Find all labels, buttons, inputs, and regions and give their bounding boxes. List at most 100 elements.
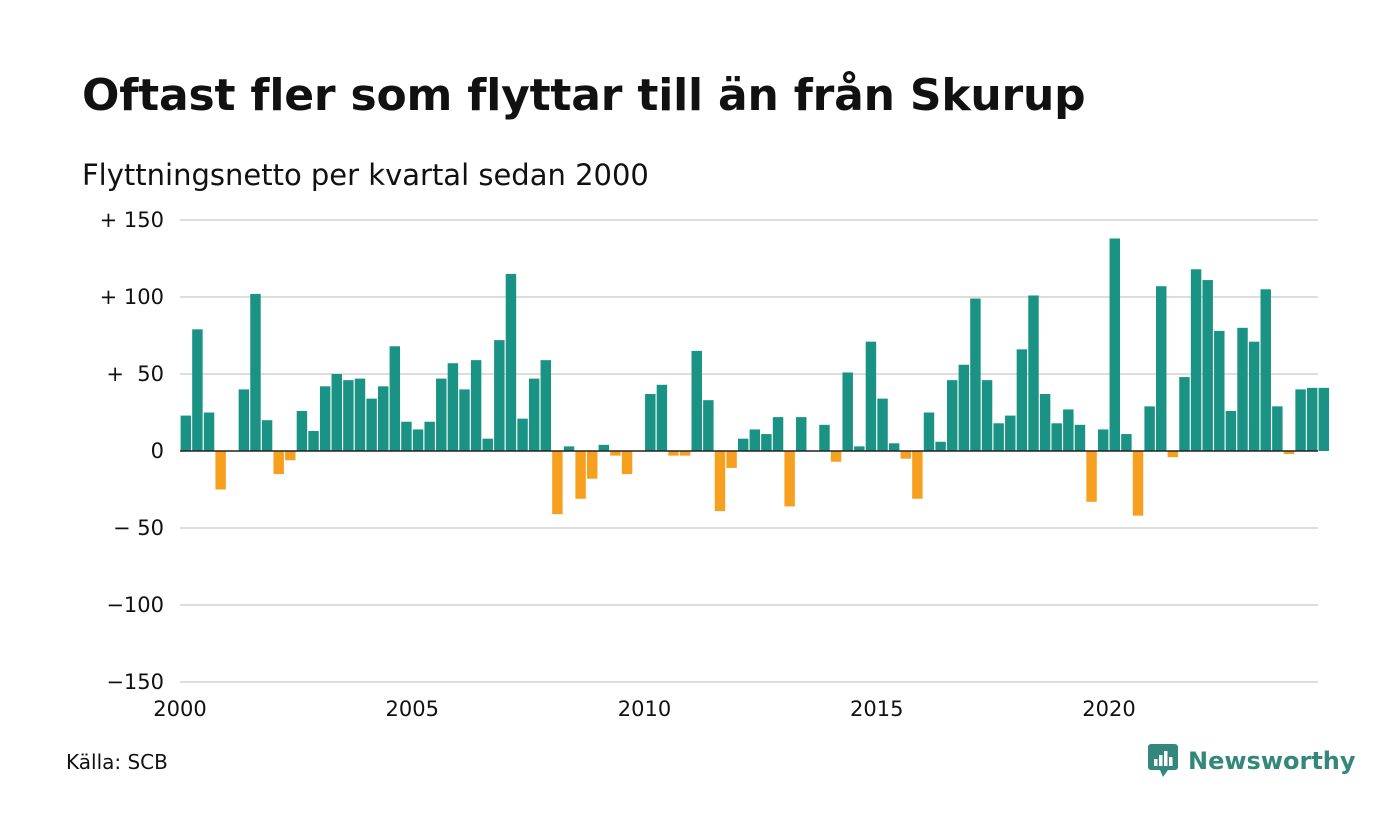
bar	[749, 429, 761, 451]
x-tick-label: 2000	[153, 697, 206, 721]
bar	[1318, 387, 1330, 451]
y-tick-label: + 100	[100, 285, 164, 309]
bar	[285, 451, 296, 461]
x-tick-label: 2020	[1082, 697, 1135, 721]
bar	[598, 444, 610, 451]
bar	[830, 451, 842, 462]
bar	[517, 418, 528, 451]
bar	[1272, 406, 1283, 451]
bar	[935, 441, 946, 451]
bar	[796, 417, 807, 451]
y-axis-labels: + 150 + 100 + 50 0 − 50 −100 −150	[100, 208, 164, 694]
bar	[447, 363, 459, 451]
bar	[656, 384, 668, 451]
bar	[877, 398, 888, 451]
bar	[482, 438, 493, 451]
bar	[319, 386, 331, 451]
grid-lines	[180, 219, 1318, 683]
bar	[784, 451, 795, 507]
bar	[772, 417, 784, 451]
bar	[679, 451, 691, 456]
x-tick-label: 2015	[850, 697, 903, 721]
bar	[1179, 377, 1190, 451]
brand-name: Newsworthy	[1188, 747, 1356, 775]
bar	[958, 364, 970, 451]
bar	[389, 346, 401, 451]
bar	[296, 410, 308, 451]
bar	[1051, 423, 1062, 451]
y-tick-label: 0	[151, 439, 164, 463]
bar	[1074, 424, 1086, 451]
bar	[610, 451, 621, 456]
bar	[587, 451, 598, 479]
bar	[354, 378, 366, 451]
x-tick-label: 2010	[618, 697, 671, 721]
bar	[1283, 451, 1295, 455]
bar	[343, 380, 354, 451]
bar	[563, 446, 575, 451]
bar	[1063, 409, 1074, 451]
bar	[1109, 238, 1121, 451]
bar	[645, 394, 656, 451]
bar	[1225, 410, 1237, 451]
bar	[377, 386, 389, 451]
bar	[1132, 451, 1144, 516]
bar	[1156, 286, 1167, 451]
bar	[737, 438, 749, 451]
bar	[726, 451, 737, 468]
y-tick-label: + 50	[106, 362, 164, 386]
bar	[505, 273, 517, 451]
chart-subtitle: Flyttningsnetto per kvartal sedan 2000	[82, 158, 649, 192]
bar	[459, 389, 470, 451]
bar	[1144, 406, 1155, 451]
bars	[180, 238, 1330, 516]
bar	[1005, 415, 1016, 451]
bar	[436, 378, 447, 451]
bar	[981, 380, 993, 451]
bar	[215, 451, 226, 490]
bar	[528, 378, 540, 451]
bar	[842, 372, 853, 451]
bar	[1086, 451, 1097, 502]
brand: Newsworthy	[1148, 744, 1356, 778]
bar	[854, 446, 865, 451]
bar	[250, 293, 261, 451]
bar	[900, 451, 911, 459]
bar	[1306, 387, 1318, 451]
bar	[946, 380, 958, 451]
bar	[1039, 394, 1051, 451]
bar	[261, 420, 273, 451]
bar	[888, 443, 900, 451]
bar	[993, 423, 1004, 451]
bar	[1028, 295, 1039, 451]
bar	[923, 412, 935, 451]
newsworthy-logo-icon	[1148, 744, 1178, 777]
bar	[401, 421, 412, 451]
bar	[1121, 434, 1132, 451]
bar	[366, 398, 377, 451]
bar	[412, 429, 424, 451]
bar	[1167, 451, 1179, 458]
bar	[912, 451, 923, 499]
bar	[865, 341, 877, 451]
source-note: Källa: SCB	[66, 750, 168, 774]
chart-title: Oftast fler som flyttar till än från Sku…	[82, 70, 1086, 121]
bar	[691, 350, 702, 451]
bar	[668, 451, 679, 456]
bar	[1214, 330, 1225, 451]
bar	[192, 329, 203, 451]
bar	[575, 451, 586, 499]
y-tick-label: + 150	[100, 208, 164, 232]
y-tick-label: −100	[106, 593, 164, 617]
bar	[703, 400, 714, 451]
y-tick-label: −150	[106, 670, 164, 694]
bar	[552, 451, 563, 515]
bar	[494, 340, 505, 451]
x-axis-labels: 2000 2005 2010 2015 2020	[153, 697, 1135, 721]
bar	[621, 451, 633, 475]
bar	[1190, 269, 1202, 451]
bar	[1237, 327, 1248, 451]
bar	[424, 421, 435, 451]
bar	[819, 424, 830, 451]
